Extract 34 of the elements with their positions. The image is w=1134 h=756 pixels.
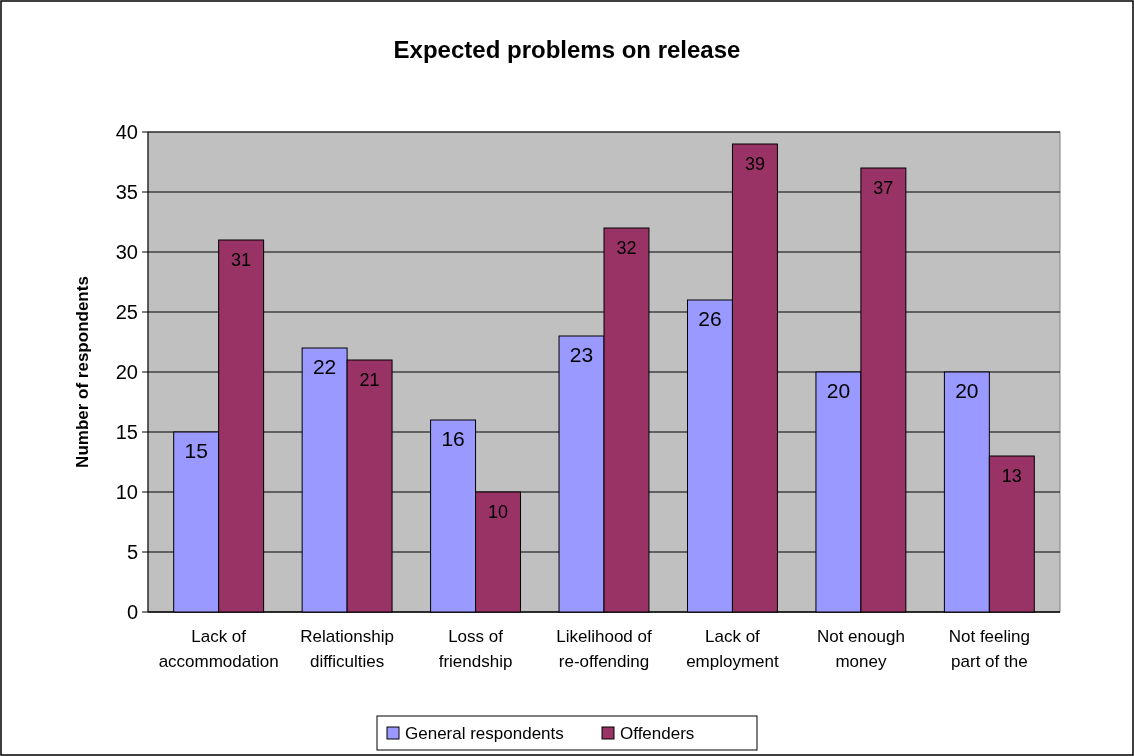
x-tick-label: Lack of accommodation bbox=[158, 627, 279, 671]
data-label: 32 bbox=[616, 238, 637, 258]
data-label: 15 bbox=[184, 439, 208, 462]
y-axis-title: Number of respondents bbox=[73, 276, 92, 468]
data-label: 16 bbox=[441, 427, 465, 450]
data-label: 37 bbox=[873, 178, 894, 198]
y-tick-label: 40 bbox=[115, 121, 138, 143]
y-tick-label: 15 bbox=[115, 421, 138, 443]
x-tick-label: Likelihood of re-offending bbox=[556, 627, 652, 671]
y-tick-label: 25 bbox=[115, 301, 138, 323]
data-label: 13 bbox=[1001, 466, 1022, 486]
y-tick-label: 0 bbox=[126, 601, 138, 623]
data-label: 26 bbox=[698, 307, 722, 330]
data-label: 20 bbox=[826, 379, 851, 402]
data-label: 20 bbox=[955, 379, 979, 402]
x-tick-label: Not feeling part of the bbox=[948, 627, 1030, 671]
x-tick-label: Lack of employment bbox=[686, 627, 780, 671]
x-tick-label: Not enough money bbox=[816, 627, 905, 671]
y-tick-label: 10 bbox=[115, 481, 138, 503]
data-label: 10 bbox=[488, 502, 509, 522]
y-tick-label: 5 bbox=[126, 541, 138, 563]
data-label: 21 bbox=[359, 370, 380, 390]
y-tick-label: 35 bbox=[115, 181, 138, 203]
chart-title: Expected problems on release bbox=[393, 36, 741, 63]
data-label: 23 bbox=[569, 343, 594, 366]
y-tick-label: 20 bbox=[115, 361, 138, 383]
data-label: 39 bbox=[744, 154, 765, 174]
x-tick-label: Relationship difficulties bbox=[300, 627, 394, 671]
y-tick-label: 30 bbox=[115, 241, 138, 263]
legend-label: General respondents bbox=[405, 723, 564, 743]
data-label: 31 bbox=[231, 250, 252, 270]
legend-label: Offenders bbox=[620, 723, 695, 743]
x-tick-label: Loss of friendship bbox=[438, 627, 513, 671]
data-label: 22 bbox=[312, 355, 337, 378]
